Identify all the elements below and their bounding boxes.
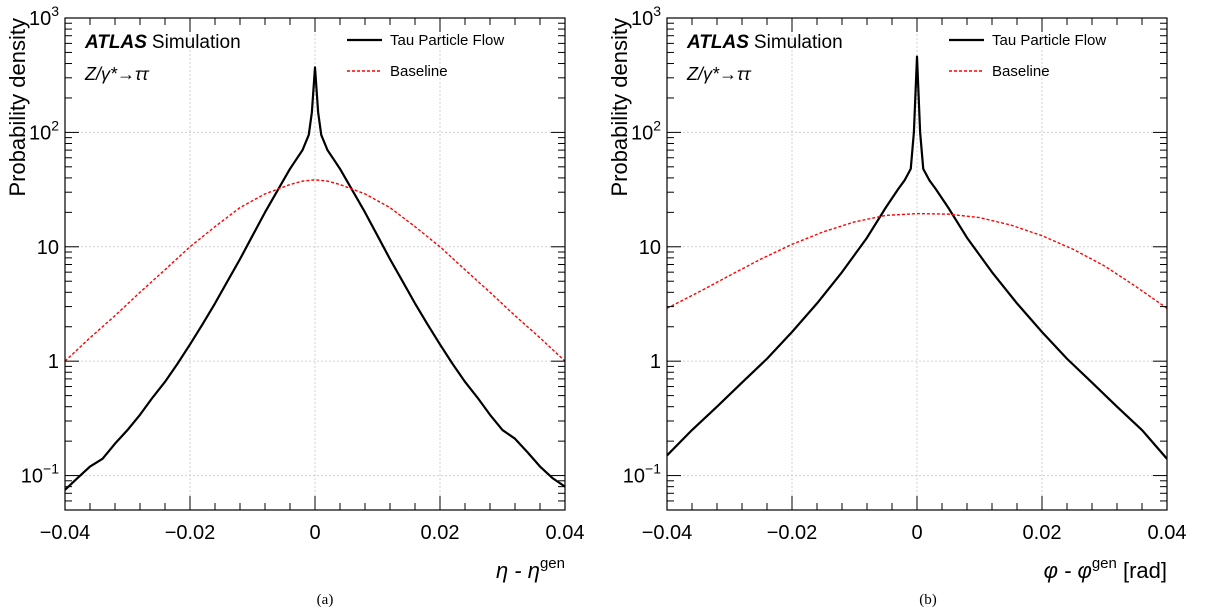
y-tick-label: 1 bbox=[48, 351, 59, 373]
series-line-tau-particle-flow bbox=[667, 55, 1167, 460]
y-tick-label: 1 bbox=[650, 351, 661, 373]
x-tick-label: 0.02 bbox=[421, 522, 460, 544]
y-tick-label: 102 bbox=[29, 117, 59, 144]
caption-b: (b) bbox=[919, 592, 937, 608]
legend-label: Tau Particle Flow bbox=[390, 32, 504, 49]
legend-label: Baseline bbox=[992, 63, 1050, 80]
series-line-baseline bbox=[667, 212, 1167, 309]
y-tick-label: 103 bbox=[631, 3, 661, 30]
y-tick-label: 103 bbox=[29, 3, 59, 30]
x-tick-label: −0.04 bbox=[40, 522, 91, 544]
x-tick-label: 0.04 bbox=[546, 522, 585, 544]
chart-panel-a: −0.04 −0.02 0 0.02 0.04 10−1 1 10 102 103Probabil… bbox=[5, 3, 584, 583]
x-tick-label: 0.02 bbox=[1023, 522, 1062, 544]
x-tick-label: −0.02 bbox=[767, 522, 818, 544]
series-line-tau-particle-flow bbox=[65, 66, 565, 491]
x-axis-label: η - ηgen bbox=[496, 555, 565, 583]
x-tick-label: 0.04 bbox=[1148, 522, 1187, 544]
y-tick-label: 10 bbox=[639, 237, 661, 259]
y-axis-label: Probability density bbox=[5, 18, 30, 197]
legend-label: Tau Particle Flow bbox=[992, 32, 1106, 49]
process-label: Z/γ*→ττ bbox=[686, 64, 752, 84]
x-tick-label: 0 bbox=[911, 522, 922, 544]
experiment-label: ATLAS Simulation bbox=[84, 32, 241, 53]
y-tick-label: 10−1 bbox=[21, 461, 59, 488]
process-label: Z/γ*→ττ bbox=[84, 64, 150, 84]
y-tick-label: 102 bbox=[631, 117, 661, 144]
experiment-label: ATLAS Simulation bbox=[686, 32, 843, 53]
legend-label: Baseline bbox=[390, 63, 448, 80]
y-tick-label: 10 bbox=[37, 237, 59, 259]
x-tick-label: −0.02 bbox=[165, 522, 216, 544]
y-axis-label: Probability density bbox=[607, 18, 632, 197]
x-axis-label: φ - φgen [rad] bbox=[1044, 555, 1167, 583]
x-tick-label: −0.04 bbox=[642, 522, 693, 544]
caption-a: (a) bbox=[316, 592, 334, 608]
y-tick-label: 10−1 bbox=[623, 461, 661, 488]
x-tick-label: 0 bbox=[309, 522, 320, 544]
chart-panel-b: −0.04 −0.02 0 0.02 0.04 10−1 1 10 102 103Probabil… bbox=[607, 3, 1186, 583]
